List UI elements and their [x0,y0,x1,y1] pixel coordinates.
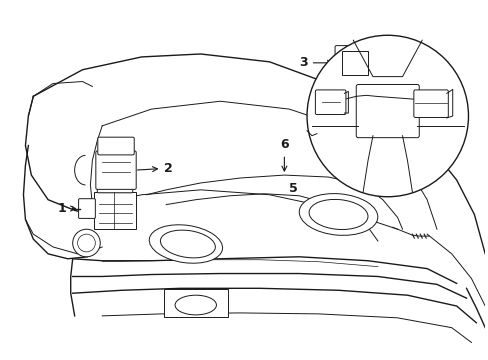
FancyBboxPatch shape [334,46,375,80]
Text: 4: 4 [308,105,344,118]
Text: 1: 1 [58,202,76,215]
FancyBboxPatch shape [356,85,418,138]
FancyBboxPatch shape [366,106,382,116]
FancyBboxPatch shape [346,103,369,119]
FancyBboxPatch shape [315,90,345,114]
Ellipse shape [175,295,216,315]
Text: 6: 6 [280,139,288,171]
Text: 5: 5 [289,182,298,195]
FancyBboxPatch shape [413,90,447,117]
Ellipse shape [308,199,367,230]
Circle shape [78,234,95,252]
Text: 3: 3 [299,56,332,69]
FancyBboxPatch shape [79,199,95,219]
FancyBboxPatch shape [98,137,134,155]
FancyBboxPatch shape [94,192,136,229]
Ellipse shape [149,225,222,263]
FancyBboxPatch shape [96,151,136,189]
Circle shape [306,35,468,197]
Text: 2: 2 [137,162,173,175]
Ellipse shape [299,194,377,235]
Bar [164,289,228,317]
FancyBboxPatch shape [97,173,132,193]
Circle shape [73,229,100,257]
Ellipse shape [160,230,215,258]
FancyBboxPatch shape [342,51,367,75]
